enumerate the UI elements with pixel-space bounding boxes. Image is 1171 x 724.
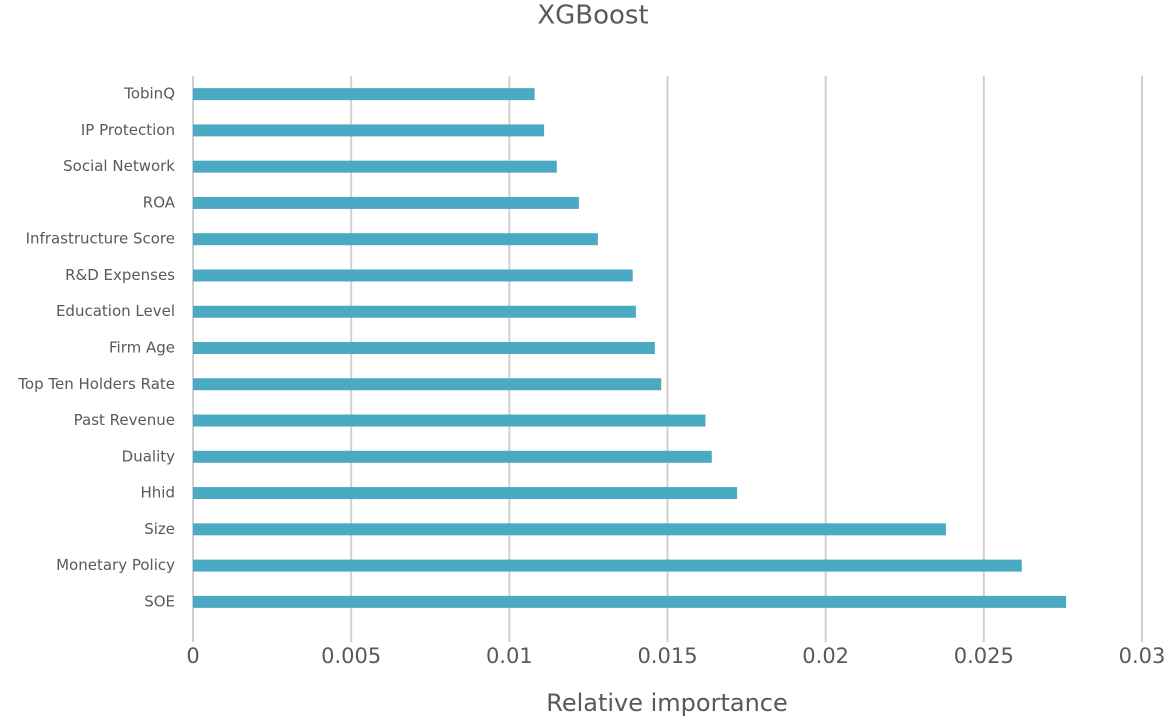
y-tick-label: ROA: [143, 193, 176, 211]
y-tick-label: IP Protection: [81, 121, 175, 139]
x-tick-label: 0.005: [321, 644, 381, 668]
y-tick-label: Monetary Policy: [56, 556, 175, 574]
bar: [193, 378, 662, 391]
x-tick-label: 0.01: [486, 644, 533, 668]
x-tick-label: 0.025: [954, 644, 1014, 668]
y-tick-label: TobinQ: [123, 85, 175, 103]
y-tick-label: Top Ten Holders Rate: [17, 375, 175, 393]
x-tick-label: 0.015: [637, 644, 697, 668]
y-tick-label: Social Network: [63, 157, 175, 175]
y-tick-label: Hhid: [141, 484, 175, 502]
bar: [193, 414, 706, 427]
y-tick-label: Firm Age: [109, 339, 175, 357]
bar: [193, 196, 579, 209]
x-tick-label: 0.02: [802, 644, 849, 668]
y-tick-label: Infrastructure Score: [26, 230, 175, 248]
x-tick-label: 0.03: [1119, 644, 1166, 668]
bar: [193, 305, 636, 318]
bar: [193, 487, 738, 500]
bar: [193, 595, 1067, 608]
chart-title: XGBoost: [537, 1, 648, 31]
bar: [193, 269, 633, 282]
x-tick-label: 0: [186, 644, 199, 668]
bar: [193, 450, 712, 463]
bar: [193, 559, 1022, 572]
y-tick-label: Size: [144, 520, 175, 538]
bar: [193, 160, 557, 173]
bar: [193, 523, 946, 536]
y-tick-label: SOE: [144, 592, 175, 610]
y-tick-label: R&D Expenses: [65, 266, 175, 284]
y-tick-label: Past Revenue: [74, 411, 175, 429]
bar: [193, 233, 598, 246]
bar: [193, 124, 545, 137]
x-axis-label: Relative importance: [546, 689, 788, 717]
bar: [193, 88, 535, 101]
bar: [193, 342, 655, 354]
y-tick-label: Education Level: [56, 302, 175, 320]
y-tick-label: Duality: [122, 447, 175, 465]
